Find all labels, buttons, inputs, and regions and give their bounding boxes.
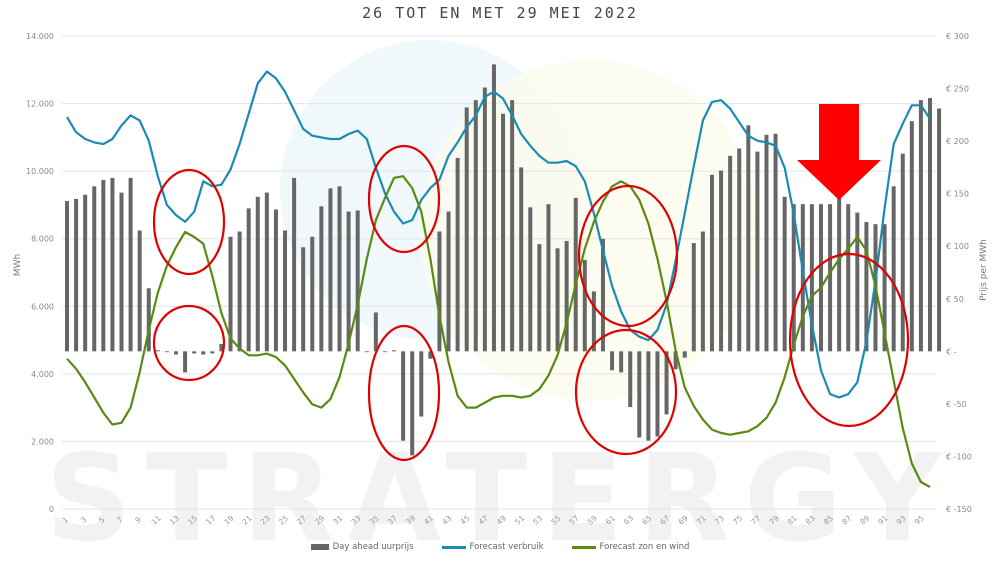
legend-swatch-line bbox=[441, 545, 466, 549]
svg-text:€ 250: € 250 bbox=[946, 85, 969, 94]
legend-item-day-ahead: Day ahead uurprijs bbox=[310, 542, 414, 552]
legend-label: Forecast verbruik bbox=[469, 542, 544, 552]
line-series bbox=[66, 70, 931, 488]
bar-series-day-ahead-price bbox=[65, 64, 942, 456]
svg-text:€ 300: € 300 bbox=[946, 32, 969, 41]
svg-text:1: 1 bbox=[61, 515, 71, 525]
svg-text:14.000: 14.000 bbox=[26, 32, 54, 41]
legend-item-forecast-zon-wind: Forecast zon en wind bbox=[571, 542, 690, 552]
annotations bbox=[152, 104, 910, 462]
svg-text:2.000: 2.000 bbox=[31, 437, 54, 446]
legend: Day ahead uurprijs Forecast verbruik For… bbox=[0, 542, 1000, 552]
y-axis-right-title: Prijs per MWh bbox=[979, 239, 989, 301]
svg-text:€ -150: € -150 bbox=[946, 505, 972, 514]
y-axis-left-title: MWh bbox=[13, 253, 23, 277]
svg-text:5: 5 bbox=[97, 515, 107, 525]
legend-label: Day ahead uurprijs bbox=[332, 542, 414, 552]
svg-text:€ 50: € 50 bbox=[946, 295, 964, 304]
svg-text:10.000: 10.000 bbox=[26, 167, 54, 176]
svg-text:3: 3 bbox=[79, 515, 89, 525]
chart-title: 26 TOT EN MET 29 MEI 2022 bbox=[362, 4, 638, 22]
legend-swatch-bar bbox=[310, 544, 329, 550]
x-axis-ticks: 1 3 5 7 9 11 13 15 17 19 21 23 25 27 29 31 33 35 37 39 41 43 4… bbox=[61, 513, 926, 526]
svg-text:€ 150: € 150 bbox=[946, 190, 969, 199]
svg-text:€ 200: € 200 bbox=[946, 137, 969, 146]
legend-item-forecast-verbruik: Forecast verbruik bbox=[441, 542, 544, 552]
y-axis-right-ticks: € -150 € -100 € -50 € - € 50 € 100 € 150 € 200 €… bbox=[946, 32, 972, 514]
legend-swatch-line bbox=[571, 545, 596, 549]
svg-text:4.000: 4.000 bbox=[31, 370, 54, 379]
svg-text:12.000: 12.000 bbox=[26, 100, 54, 109]
svg-text:8.000: 8.000 bbox=[31, 235, 54, 244]
svg-text:€ 100: € 100 bbox=[946, 242, 969, 251]
svg-text:€ -100: € -100 bbox=[946, 452, 972, 461]
svg-text:€ -50: € -50 bbox=[946, 400, 967, 409]
legend-label: Forecast zon en wind bbox=[599, 542, 690, 552]
svg-text:€ -: € - bbox=[946, 347, 957, 356]
y-axis-left-ticks: 0 2.000 4.000 6.000 8.000 10.000 12.000 14.000 bbox=[26, 32, 54, 514]
svg-text:9: 9 bbox=[133, 515, 143, 525]
watermark-text: STRATERGY bbox=[45, 430, 954, 562]
svg-text:6.000: 6.000 bbox=[31, 302, 54, 311]
svg-text:7: 7 bbox=[115, 515, 125, 525]
svg-text:0: 0 bbox=[49, 505, 54, 514]
